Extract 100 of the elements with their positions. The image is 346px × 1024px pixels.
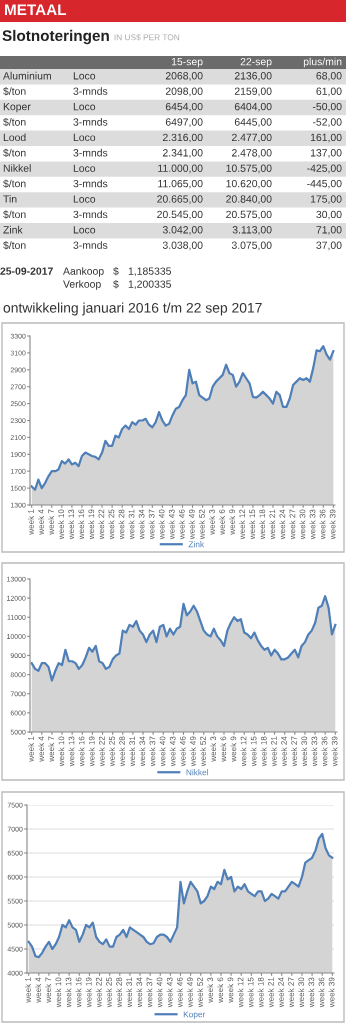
x-tick-label: week 34 [139,736,146,767]
text: 22-sep [240,57,272,68]
text: 161,00 [310,133,342,143]
text: -425,00 [307,164,342,174]
x-tick-label: week 52 [199,736,206,767]
text: 3-mnds [73,210,108,219]
x-tick-label: week 30 [299,509,306,540]
text: 6454,00 [165,102,203,112]
x-tick-label: week 37 [146,977,153,1008]
text: Aankoop [63,267,104,277]
x-tick-label: week 19 [88,509,95,540]
text: 30,00 [316,210,342,220]
x-tick-label: week 27 [288,977,294,1008]
x-tick-label: week 18 [259,509,266,540]
text: 6497,00 [165,118,203,127]
text: 11.000,00 [158,164,203,174]
x-tick-label: week 27 [289,509,296,540]
legend-label: Nikkel [186,769,209,776]
x-tick-label: week 21 [269,509,276,540]
text: 6445,00 [234,118,272,127]
x-tick-label: week 33 [311,736,318,767]
legend-label: Koper [183,1011,206,1019]
text: -52,00 [312,118,342,127]
x-tick-label: week 52 [196,977,203,1008]
x-tick-label: week 7 [45,977,52,1003]
text: $ [113,279,119,289]
x-tick-label: week 13 [68,509,75,540]
text: 1,200335 [128,280,172,290]
x-tick-label: week 33 [308,977,315,1008]
text: 2136,00 [234,72,272,81]
x-tick-label: week 49 [186,977,193,1008]
text: 68,00 [316,72,342,81]
x-tick-label: week 40 [158,509,165,540]
text: 61,00 [316,87,342,97]
text: 2068,00 [165,72,203,81]
x-tick-label: week 9 [230,736,237,762]
x-tick-label: week 4 [38,736,44,762]
x-tick-label: week 52 [198,509,205,540]
x-tick-label: week 39 [331,736,338,767]
x-tick-label: week 24 [280,736,287,767]
x-tick-label: week 12 [237,977,244,1008]
text: Loco [73,164,96,172]
text: -50,00 [312,102,342,112]
text: 71,00 [316,226,342,235]
text: 20.575,00 [226,210,272,220]
x-tick-label: week 36 [319,509,326,540]
text: Tin [3,195,17,203]
x-tick-label: week 30 [298,977,305,1008]
text: 11.065,00 [158,179,203,189]
x-tick-label: week 30 [301,736,308,767]
x-tick-label: week 28 [118,509,125,540]
x-tick-label: week 15 [247,977,254,1008]
x-tick-label: week 4 [37,509,44,535]
text: $/ton [3,87,26,96]
x-tick-label: week 22 [98,736,105,767]
text: 3-mnds [73,179,108,188]
text: Loco [73,195,96,203]
x-tick-label: week 6 [217,977,224,1003]
chart-title: ontwikkeling januari 2016 t/m 22 sep 2017 [3,302,262,316]
x-tick-label: week 16 [75,977,82,1008]
x-tick-label: week 43 [169,736,176,767]
text: Loco [73,226,96,234]
x-tick-label: week 22 [98,509,105,540]
x-tick-label: week 15 [250,736,257,767]
text: Loco [73,133,96,142]
text: Nikkel [3,164,31,172]
text: Loco [73,103,96,111]
text: $/ton [3,210,26,219]
text: 2.478,00 [231,149,272,158]
x-tick-label: week 28 [119,736,125,767]
text: 3-mnds [73,148,108,157]
text: Verkoop [63,280,101,290]
x-tick-label: week 40 [156,977,163,1008]
x-tick-label: week 49 [189,736,196,767]
text: 20.840,00 [226,195,272,204]
text: 3.038,00 [162,241,203,251]
x-tick-label: week 46 [176,977,183,1008]
x-tick-label: week 6 [220,736,227,762]
text: 2159,00 [234,87,272,97]
text: 6404,00 [234,102,272,112]
x-tick-label: week 34 [136,977,143,1008]
text: 10.620,00 [226,179,272,189]
x-tick-label: week 7 [48,736,55,762]
x-tick-label: week 15 [249,509,256,540]
x-tick-label: week 3 [207,977,214,1003]
text: 10.575,00 [226,164,272,174]
x-tick-label: week 13 [68,736,75,767]
x-tick-label: week 43 [166,977,173,1008]
x-tick-label: week 18 [260,736,267,767]
x-tick-label: week 31 [126,977,133,1008]
text: 175,00 [310,195,342,204]
x-tick-label: week 25 [108,736,115,767]
x-tick-label: week 37 [149,736,156,767]
text: 3.113,00 [232,226,272,235]
x-tick-label: week 34 [138,509,145,540]
text: 3-mnds [73,118,108,126]
text: -445,00 [307,179,342,189]
x-tick-label: week 39 [329,509,336,540]
x-tick-label: week 22 [95,977,102,1008]
x-tick-label: week 49 [188,509,195,540]
